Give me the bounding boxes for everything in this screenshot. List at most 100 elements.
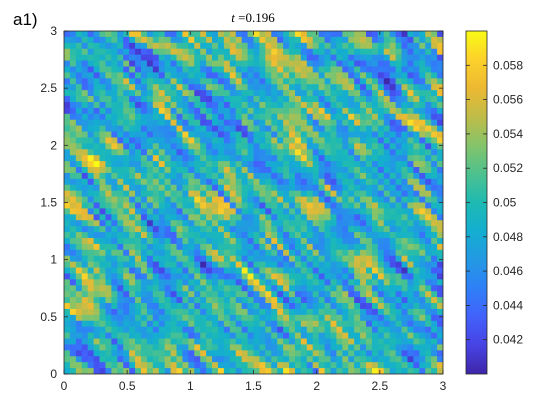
heatmap-cell [140, 214, 148, 221]
heatmap-cell [87, 78, 95, 85]
heatmap-cell [241, 54, 249, 62]
heatmap-cell [289, 308, 296, 316]
heatmap-cell [318, 66, 326, 73]
heatmap-cell [401, 66, 409, 73]
heatmap-cell [289, 119, 296, 127]
heatmap-cell [324, 66, 332, 73]
heatmap-cell [371, 78, 379, 85]
heatmap-cell [413, 96, 420, 103]
heatmap-cell [366, 72, 373, 79]
heatmap-cell [200, 338, 207, 346]
heatmap-cell [241, 350, 249, 357]
heatmap-cell [164, 232, 172, 239]
heatmap-cell [182, 214, 189, 221]
heatmap-cell [431, 178, 438, 186]
heatmap-cell [64, 178, 71, 186]
heatmap-cell [64, 54, 71, 62]
heatmap-cell [87, 279, 95, 286]
heatmap-cell [229, 226, 237, 233]
heatmap-cell [81, 48, 89, 56]
heatmap-cell [206, 107, 213, 115]
heatmap-cell [123, 314, 130, 322]
heatmap-cell [182, 36, 189, 44]
heatmap-cell [235, 344, 243, 351]
heatmap-cell [318, 202, 326, 210]
heatmap-cell [354, 131, 361, 139]
panel-label: a1) [13, 10, 38, 29]
heatmap-cell [259, 167, 266, 174]
heatmap-cell [206, 31, 213, 38]
heatmap-cell [135, 31, 142, 38]
heatmap-cell [235, 202, 243, 210]
heatmap-cell [87, 155, 95, 162]
heatmap-cell [241, 42, 249, 50]
heatmap-cell [437, 113, 443, 121]
heatmap-cell [413, 125, 420, 133]
heatmap-cell [336, 208, 343, 215]
heatmap-cell [265, 214, 272, 221]
heatmap-cell [371, 131, 379, 139]
heatmap-cell [336, 279, 343, 286]
heatmap-cell [146, 261, 154, 269]
heatmap-cell [229, 143, 237, 150]
heatmap-cell [152, 72, 160, 79]
heatmap-cell [241, 184, 249, 192]
heatmap-cell [383, 291, 391, 298]
heatmap-cell [437, 208, 443, 215]
heatmap-cell [206, 267, 213, 275]
heatmap-cell [75, 119, 83, 127]
heatmap-cell [170, 54, 178, 62]
heatmap-cell [306, 320, 314, 328]
heatmap-cell [377, 291, 385, 298]
heatmap-cell [289, 42, 296, 50]
heatmap-cell [371, 48, 379, 56]
y-tick-label: 1 [50, 253, 57, 267]
heatmap-cell [235, 84, 243, 91]
heatmap-cell [277, 332, 284, 340]
heatmap-cell [259, 190, 266, 198]
heatmap-cell [431, 78, 438, 85]
heatmap-cell [223, 143, 231, 150]
heatmap-cell [271, 267, 278, 275]
heatmap-cell [324, 237, 332, 245]
heatmap-cell [69, 297, 77, 304]
heatmap-cell [194, 78, 201, 85]
heatmap-field [64, 31, 443, 374]
heatmap-cell [289, 137, 296, 144]
heatmap-cell [176, 237, 184, 245]
heatmap-cell [212, 362, 219, 369]
heatmap-cell [318, 84, 326, 91]
heatmap-cell [87, 214, 95, 221]
heatmap-cell [129, 113, 136, 121]
heatmap-cell [170, 267, 178, 275]
heatmap-cell [217, 220, 225, 227]
heatmap-cell [146, 273, 154, 280]
heatmap-cell [354, 161, 361, 168]
heatmap-cell [105, 107, 112, 115]
heatmap-cell [419, 172, 426, 180]
heatmap-cell [271, 113, 278, 121]
heatmap-cell [289, 350, 296, 357]
heatmap-cell [223, 202, 231, 210]
heatmap-cell [318, 338, 326, 346]
heatmap-cell [152, 178, 160, 186]
heatmap-cell [229, 149, 237, 156]
heatmap-cell [99, 208, 107, 215]
heatmap-cell [164, 172, 172, 180]
heatmap-cell [188, 308, 195, 316]
heatmap-cell [360, 60, 367, 68]
heatmap-cell [431, 344, 438, 351]
heatmap-cell [312, 291, 320, 298]
heatmap-cell [383, 36, 391, 44]
heatmap-cell [123, 308, 130, 316]
heatmap-cell [241, 107, 249, 115]
heatmap-cell [259, 137, 266, 144]
heatmap-cell [69, 356, 77, 363]
heatmap-cell [247, 267, 255, 275]
heatmap-cell [306, 243, 314, 251]
heatmap-cell [140, 178, 148, 186]
heatmap-cell [111, 190, 118, 198]
heatmap-cell [413, 326, 420, 334]
heatmap-cell [318, 285, 326, 292]
heatmap-cell [342, 303, 349, 310]
